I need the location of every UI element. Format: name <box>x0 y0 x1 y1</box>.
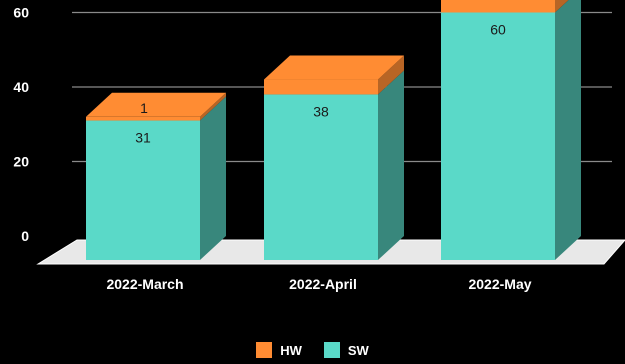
x-tick-label: 2022-March <box>106 276 183 292</box>
legend-swatch-hw <box>256 342 273 358</box>
y-tick-label: 0 <box>21 228 29 244</box>
legend-swatch-sw <box>323 342 340 358</box>
bar-sw-side <box>200 96 226 261</box>
bar-sw <box>86 120 200 261</box>
y-tick-label: 60 <box>13 5 29 21</box>
legend-label-hw: HW <box>280 342 302 358</box>
x-tick-label: 2022-May <box>468 276 531 292</box>
y-tick-label: 20 <box>13 154 29 170</box>
bar-sw <box>264 94 378 260</box>
x-tick-label: 2022-April <box>289 276 357 292</box>
bar-hw-side <box>378 55 404 95</box>
bar-sw-side <box>555 0 581 260</box>
bar-sw <box>441 12 555 260</box>
y-tick-label: 40 <box>13 79 29 95</box>
bar-hw-top <box>86 92 226 117</box>
bar-hw-side <box>555 0 569 13</box>
bar-hw-side <box>200 92 226 121</box>
data-label-hw: 1 <box>140 100 148 116</box>
bar-hw <box>441 0 555 13</box>
bar-sw-side <box>378 70 404 260</box>
legend-label-sw: SW <box>347 342 369 358</box>
legend-item-sw: SW <box>323 342 369 358</box>
bar-hw <box>264 79 378 95</box>
data-label-sw: 31 <box>135 130 151 146</box>
data-label-sw: 38 <box>313 103 329 119</box>
bar-hw <box>86 116 200 121</box>
bar-hw-top <box>264 55 404 80</box>
data-label-sw: 60 <box>490 22 506 38</box>
legend-item-hw: HW <box>256 342 302 358</box>
legend: HW SW <box>0 342 625 358</box>
